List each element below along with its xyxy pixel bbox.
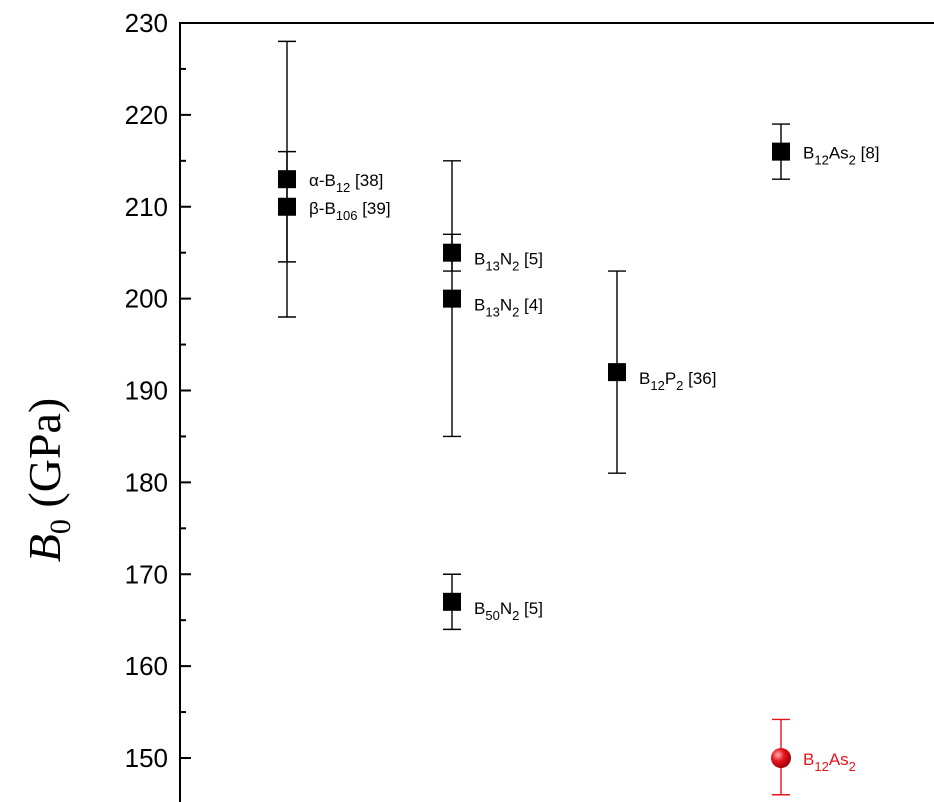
y-tick-label: 190 — [125, 376, 168, 406]
circle-marker — [771, 748, 791, 768]
point-label: B13N2 [4] — [474, 296, 543, 320]
point-label: α-B12 [38] — [309, 171, 383, 195]
plot-frame — [179, 22, 934, 802]
axes: 150 160 170 180 190 200 210 220 230 — [125, 8, 934, 802]
point-label: B12As2 [8] — [803, 144, 880, 168]
y-tick-label: 230 — [125, 8, 168, 38]
y-tick-label: 210 — [125, 192, 168, 222]
y-tick-label: 160 — [125, 651, 168, 681]
y-tick-label: 200 — [125, 284, 168, 314]
error-bar — [278, 40, 296, 318]
square-marker — [772, 142, 790, 161]
point-label: β-B106 [39] — [309, 199, 391, 223]
y-axis-label: B0 (GPa) — [19, 398, 77, 562]
square-marker — [608, 363, 626, 382]
data-point: B12As2 — [771, 718, 856, 796]
y-tick-label: 150 — [125, 743, 168, 773]
point-label: B12P2 [36] — [639, 369, 716, 393]
square-marker — [278, 197, 296, 216]
data-point: B12P2 [36] — [608, 270, 716, 474]
square-marker — [443, 289, 461, 308]
data-marks: α-B12 [38] β-B106 [39] B13N2 [5] B13N2 [4] B… — [278, 40, 880, 796]
point-label: B13N2 [5] — [474, 250, 543, 274]
square-marker — [443, 592, 461, 611]
data-point: B13N2 [5] — [443, 233, 543, 274]
point-label: B12As2 — [803, 750, 856, 774]
data-point: B12As2 [8] — [772, 123, 880, 180]
data-point: B50N2 [5] — [443, 573, 543, 631]
data-point: β-B106 [39] — [278, 40, 391, 318]
data-point: B13N2 [4] — [443, 160, 543, 438]
y-tick-label: 180 — [125, 467, 168, 497]
y-tick-label: 220 — [125, 100, 168, 130]
point-label: B50N2 [5] — [474, 599, 543, 623]
y-tick-label: 170 — [125, 559, 168, 589]
